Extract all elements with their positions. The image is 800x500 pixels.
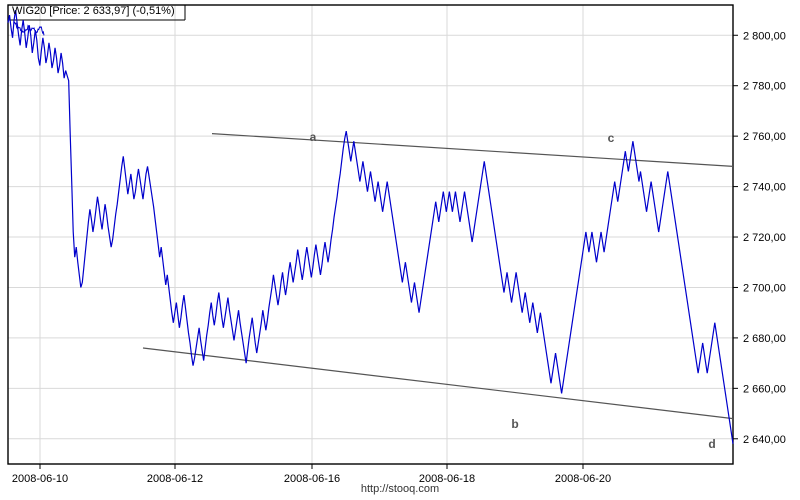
- x-axis-tick-label: 2008-06-12: [147, 473, 203, 485]
- price-series: [7, 9, 734, 444]
- annotation-label-c: c: [608, 131, 615, 145]
- annotation-label-b: b: [511, 417, 518, 431]
- price-line: [7, 9, 734, 444]
- y-axis-tick-label: 2 800,00: [743, 30, 786, 42]
- y-axis-tick-label: 2 720,00: [743, 232, 786, 244]
- y-axis-tick-label: 2 680,00: [743, 333, 786, 345]
- trendline-support: [142, 347, 734, 420]
- trendlines: [142, 133, 734, 420]
- trendline-resistance: [211, 133, 734, 168]
- plot-frame: [7, 4, 734, 465]
- annotation-label-a: a: [310, 130, 317, 144]
- title-sparkline: [13, 21, 45, 36]
- x-axis-tick-label: 2008-06-20: [555, 473, 611, 485]
- chart-annotations: a c b d: [310, 130, 716, 451]
- x-axis-labels: 2008-06-10 2008-06-12 2008-06-16 2008-06-18…: [12, 473, 611, 485]
- x-axis-tick-label: 2008-06-16: [284, 473, 340, 485]
- grid-lines: [8, 5, 733, 464]
- axis-ticks: [39, 34, 738, 469]
- y-axis-tick-label: 2 700,00: [743, 282, 786, 294]
- annotation-label-d: d: [708, 437, 715, 451]
- y-axis-tick-label: 2 640,00: [743, 434, 786, 446]
- plot-border: [7, 4, 734, 465]
- x-axis-tick-label: 2008-06-18: [419, 473, 475, 485]
- y-axis-tick-label: 2 760,00: [743, 131, 786, 143]
- x-axis-tick-label: 2008-06-10: [12, 473, 68, 485]
- chart-title: WIG20 [Price: 2 633,97] (-0,51%): [12, 5, 175, 17]
- y-axis-tick-label: 2 780,00: [743, 81, 786, 93]
- y-axis-tick-label: 2 740,00: [743, 182, 786, 194]
- y-axis-labels: 2 640,00 2 660,00 2 680,00 2 700,00 2 720,00…: [743, 30, 786, 446]
- source-url-label: http://stooq.com: [361, 483, 439, 495]
- y-axis-tick-label: 2 660,00: [743, 383, 786, 395]
